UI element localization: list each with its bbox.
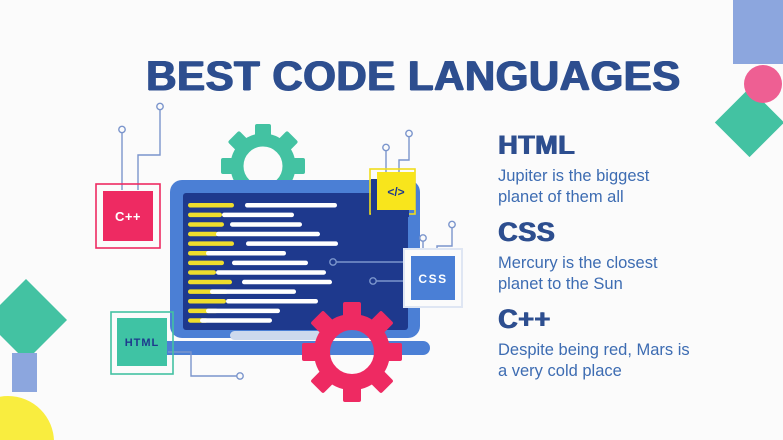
- language-description: Mercury is the closest planet to the Sun: [498, 254, 658, 293]
- laptop-illustration: C++ </> CSS HTML: [95, 102, 463, 402]
- circuit-node: [236, 372, 244, 380]
- language-description: Jupiter is the biggest planet of them al…: [498, 167, 650, 206]
- cpp-label: C++: [95, 183, 161, 249]
- code-tag-label: </>: [369, 168, 416, 217]
- circuit-node: [382, 143, 390, 152]
- code-tag-label-text: </>: [387, 185, 404, 199]
- language-section-html: HTML Jupiter is the biggest planet of th…: [498, 130, 736, 208]
- language-section-css: CSS Mercury is the closest planet to the…: [498, 217, 736, 295]
- language-list: HTML Jupiter is the biggest planet of th…: [498, 130, 736, 391]
- code-lines: [188, 203, 338, 323]
- code-line: [206, 251, 286, 256]
- code-line: [206, 308, 280, 314]
- code-line: [188, 270, 216, 275]
- css-label: CSS: [403, 248, 463, 308]
- html-label-text: HTML: [125, 337, 160, 349]
- decor-rect-bottom-left: [12, 353, 37, 392]
- code-line: [226, 299, 318, 304]
- circuit-node: [419, 234, 427, 242]
- code-line: [210, 289, 296, 294]
- cpp-label-text: C++: [115, 209, 141, 224]
- circuit-node: [156, 102, 164, 111]
- language-description: Despite being red, Mars is a very cold p…: [498, 340, 690, 380]
- code-line: [200, 318, 272, 323]
- laptop-base: [150, 341, 430, 355]
- code-line: [216, 231, 320, 237]
- code-line: [188, 241, 234, 246]
- decor-circle-top-right: [744, 65, 782, 103]
- language-heading: HTML: [498, 130, 575, 160]
- decor-circle-bottom-left: [0, 396, 54, 440]
- code-line: [188, 212, 222, 218]
- language-section-cpp: C++ Despite being red, Mars is a very co…: [498, 304, 736, 382]
- circuit-node: [118, 125, 126, 134]
- code-line: [242, 279, 332, 285]
- code-line: [188, 203, 234, 208]
- css-label-text: CSS: [418, 272, 447, 286]
- language-heading: C++: [498, 303, 551, 334]
- code-line: [216, 270, 326, 275]
- decor-diamond-bottom-left: [0, 278, 68, 362]
- pink-gear-icon: [302, 302, 402, 402]
- code-line: [188, 231, 218, 237]
- code-line: [188, 299, 226, 304]
- language-heading: CSS: [498, 216, 556, 247]
- code-line: [188, 279, 232, 285]
- code-line: [222, 212, 294, 218]
- code-line: [230, 222, 302, 227]
- laptop-hinge: [230, 331, 325, 340]
- decor-square-top-right: [733, 0, 783, 64]
- circuit-node: [405, 129, 413, 138]
- html-label: HTML: [110, 311, 174, 375]
- code-line: [188, 222, 224, 227]
- code-line: [245, 203, 337, 208]
- circuit-node: [329, 258, 337, 266]
- code-line: [188, 260, 224, 266]
- code-line: [232, 260, 308, 266]
- slide-title: BEST CODE LANGUAGES: [146, 52, 681, 99]
- code-line: [246, 241, 338, 246]
- circuit-node: [369, 277, 377, 285]
- circuit-node: [448, 220, 456, 229]
